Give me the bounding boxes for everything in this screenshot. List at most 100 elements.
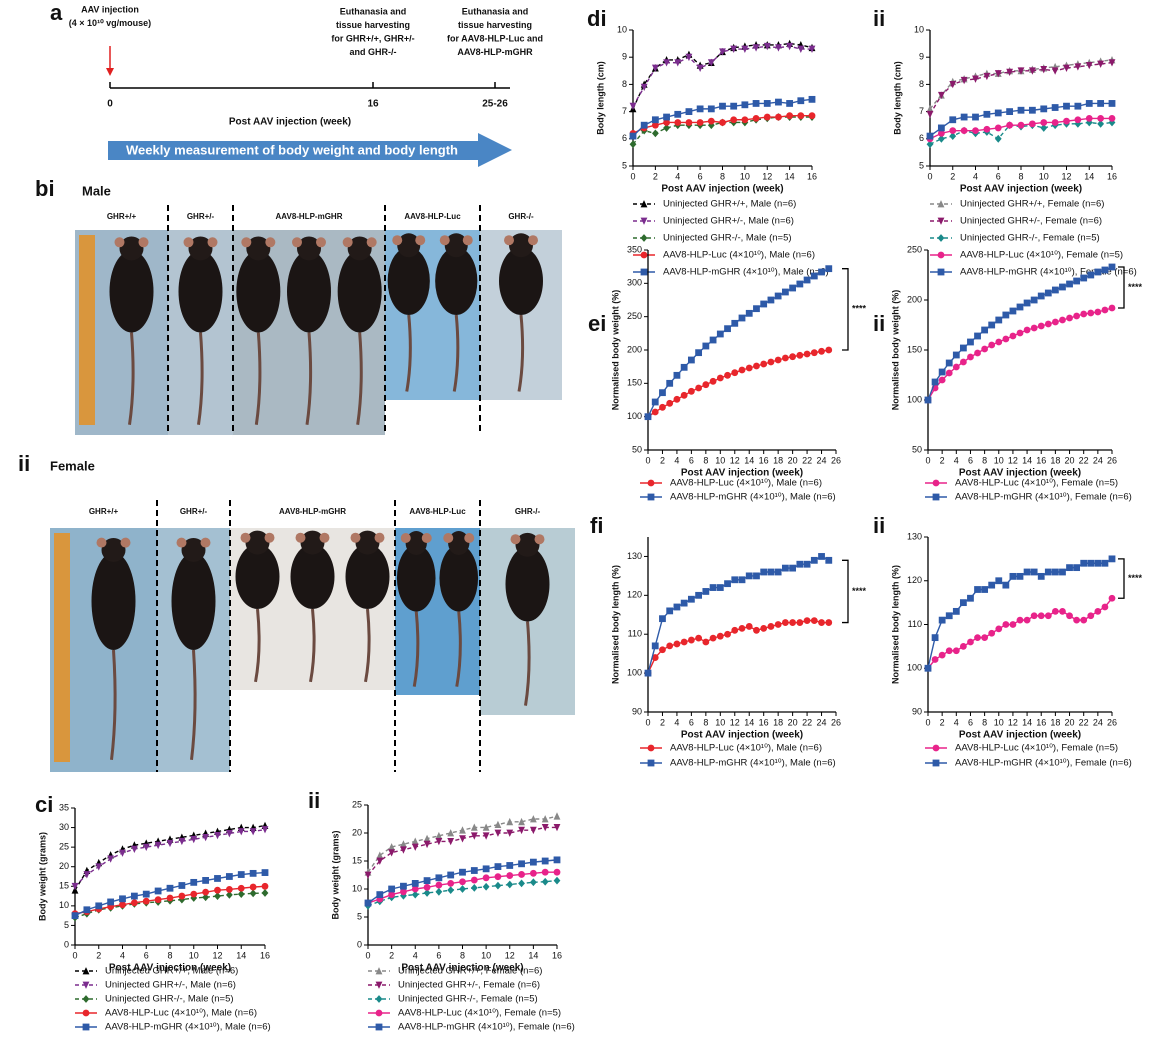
data-point [262,883,269,890]
data-point [131,899,138,906]
y-tick-label: 200 [907,294,922,304]
y-tick-label: 120 [627,590,642,600]
y-tick-label: 9 [919,52,924,62]
data-point [83,906,90,913]
data-point [459,835,466,842]
x-tick-label: 14 [528,950,538,960]
panel-label: a [50,0,63,25]
data-point [459,826,466,833]
y-tick-label: 150 [907,344,922,354]
data-point [226,873,233,880]
x-tick-label: 12 [1061,171,1071,181]
data-point [764,114,771,121]
timeline-tick-label: 0 [107,99,113,110]
significance-bracket [1118,559,1124,598]
mouse-body [110,251,154,333]
data-point [995,317,1002,324]
y-tick-label: 15 [59,881,69,891]
x-tick-label: 14 [1022,717,1032,727]
data-point [447,886,454,894]
data-point [1059,569,1066,576]
data-point [746,365,753,372]
x-tick-label: 4 [675,171,680,181]
significance-label: **** [1128,573,1143,583]
x-tick-label: 8 [460,950,465,960]
data-point [961,114,968,121]
x-tick-label: 4 [674,717,679,727]
legend-marker [376,995,383,1003]
data-point [688,388,695,395]
data-point [967,339,974,346]
legend-marker [938,234,945,242]
panel-label: ii [873,311,885,336]
x-tick-label: 16 [1036,455,1046,465]
data-point [932,656,939,663]
data-point [724,372,731,379]
x-tick-label: 24 [817,455,827,465]
mouse-ear [401,533,411,543]
mouse-body [287,251,331,333]
data-point [1024,327,1031,334]
mouse-ear [440,235,450,245]
x-tick-label: 14 [236,950,246,960]
data-point [695,349,702,356]
data-point [119,850,126,857]
mouse-ear [296,533,306,543]
event-text: AAV injection [81,4,139,14]
data-point [530,878,537,886]
panel-label: ci [35,792,53,817]
data-point [1017,573,1024,580]
data-point [797,112,804,119]
data-point [214,875,221,882]
data-point [424,877,431,884]
mouse-ear [422,533,432,543]
data-point [809,112,816,119]
data-point [459,878,466,885]
x-tick-label: 0 [927,171,932,181]
x-tick-label: 4 [954,717,959,727]
x-tick-label: 24 [817,717,827,727]
mouse-ear [316,237,326,247]
data-point [1109,100,1116,107]
y-tick-label: 350 [627,244,642,254]
legend-marker [83,1024,90,1031]
data-point [960,359,967,366]
legend-marker [648,745,655,752]
mouse-ear [241,533,251,543]
panel-label: di [587,6,607,31]
data-point [764,100,771,107]
data-point [424,884,431,891]
data-point [167,885,174,892]
data-point [717,331,724,338]
data-point [1102,307,1109,314]
data-point [518,871,525,878]
data-point [1087,310,1094,317]
data-point [818,348,825,355]
data-point [666,380,673,387]
data-point [652,129,659,137]
data-point [782,565,789,572]
data-point [95,863,102,870]
data-point [1017,330,1024,337]
data-point [143,891,150,898]
data-point [1024,300,1031,307]
mouse-head [246,531,270,555]
data-point [695,592,702,599]
legend-label: AAV8-HLP-Luc (4×10¹⁰), Male (n=6) [670,478,822,489]
data-point [143,898,150,905]
data-point [202,889,209,896]
data-point [946,370,953,377]
data-point [995,625,1002,632]
mouse-ear [351,533,361,543]
x-tick-label: 10 [994,717,1004,727]
y-tick-label: 90 [912,706,922,716]
legend-label: AAV8-HLP-mGHR (4×10¹⁰), Male (n=6) [105,1022,271,1033]
data-point [717,584,724,591]
y-tick-label: 300 [627,278,642,288]
series-line [75,826,265,891]
data-point [674,396,681,403]
data-point [1010,621,1017,628]
data-point [927,111,934,118]
data-point [530,827,537,834]
data-point [674,641,681,648]
